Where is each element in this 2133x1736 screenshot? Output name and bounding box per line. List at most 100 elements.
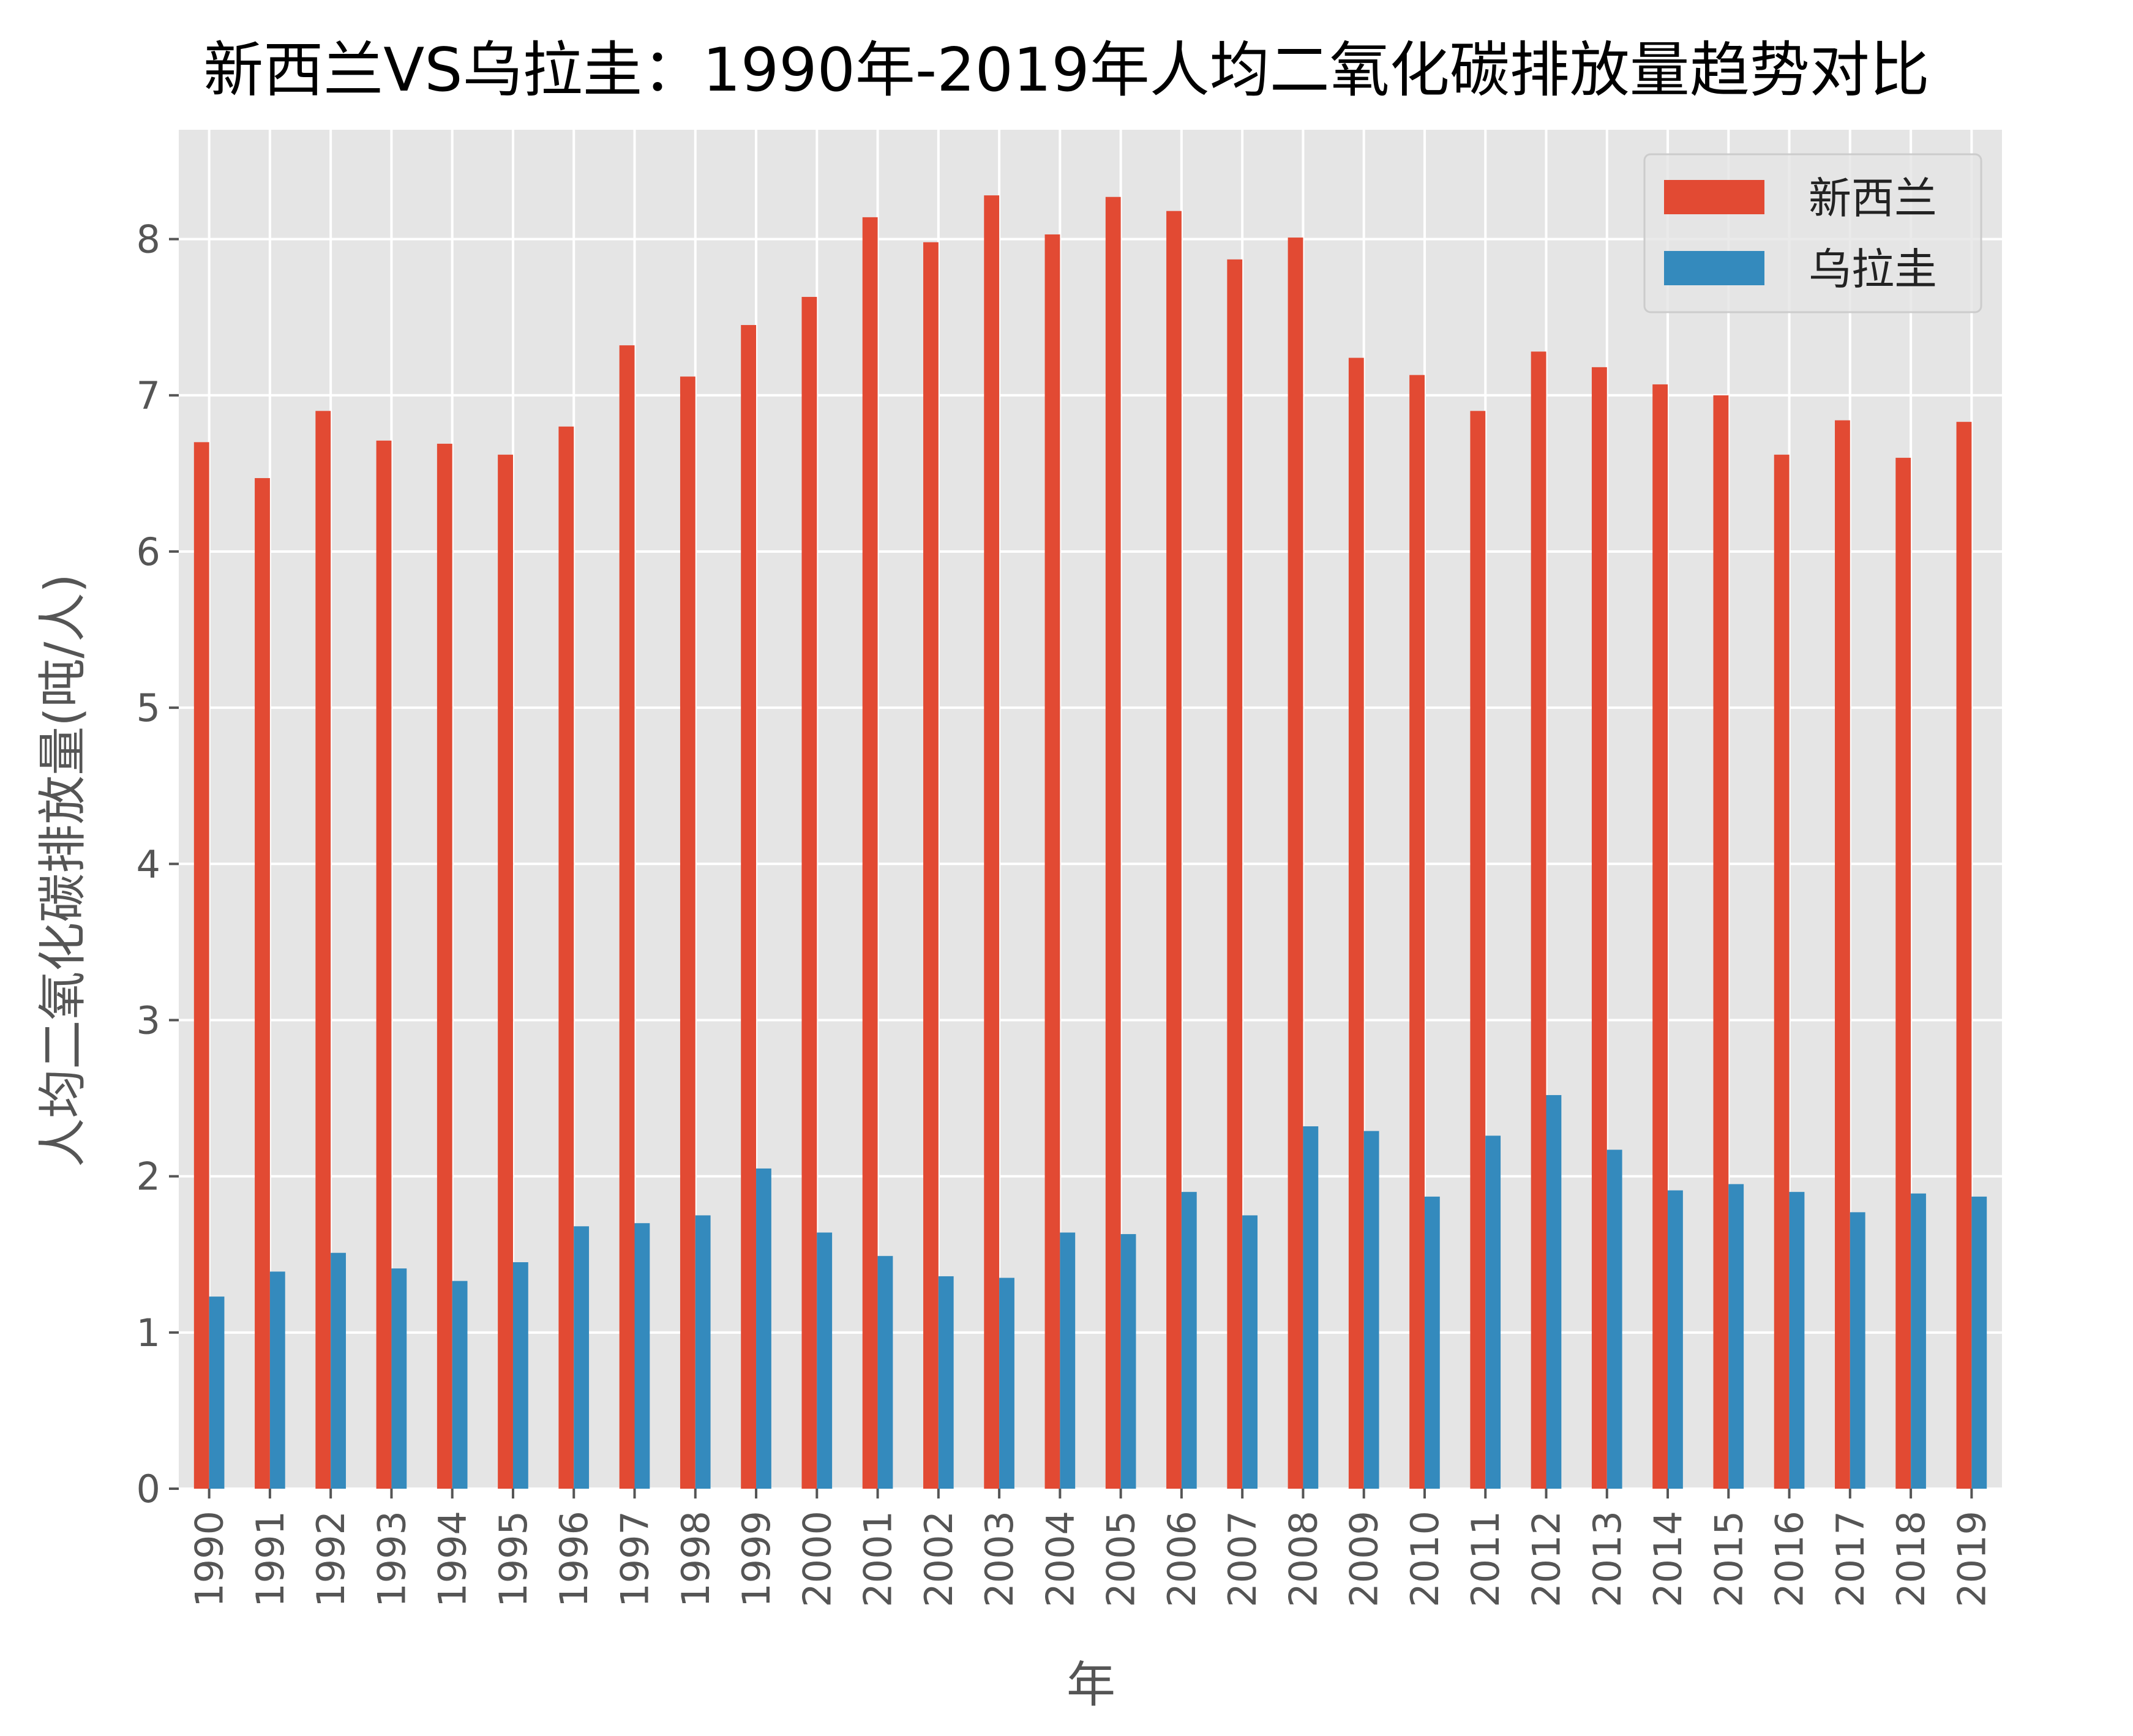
bar-uy-1998 [695,1215,711,1489]
y-tick-label: 3 [137,998,160,1042]
bar-uy-2005 [1120,1234,1136,1489]
bar-nz-2017 [1835,420,1850,1489]
bar-uy-1994 [452,1281,468,1489]
bar-nz-2016 [1774,454,1790,1489]
bar-uy-2016 [1789,1192,1805,1489]
bar-uy-2003 [999,1278,1014,1489]
bar-uy-2019 [1971,1196,1987,1489]
bar-nz-2011 [1470,411,1486,1489]
x-tick-label: 2019 [1949,1511,1994,1607]
bar-nz-2009 [1348,357,1364,1489]
bar-uy-2004 [1060,1232,1076,1489]
bar-uy-1993 [391,1268,407,1489]
bar-nz-2002 [923,242,939,1489]
bar-uy-1995 [512,1262,528,1489]
legend-label-uy: 乌拉圭 [1809,244,1937,294]
bar-nz-1994 [437,443,452,1489]
legend-label-nz: 新西兰 [1809,173,1937,223]
x-tick-label: 2000 [795,1511,839,1607]
x-tick-label: 2007 [1220,1511,1265,1607]
bar-uy-1990 [209,1296,225,1489]
bar-uy-1991 [269,1271,285,1489]
x-tick-label: 2016 [1768,1511,1812,1607]
y-tick-label: 2 [137,1154,160,1199]
x-tick-label: 2012 [1524,1511,1569,1607]
bar-uy-2006 [1181,1192,1197,1489]
bar-nz-2006 [1166,211,1182,1489]
y-tick-label: 4 [137,842,160,886]
y-tick-label: 5 [137,686,160,730]
bar-uy-2017 [1850,1212,1865,1489]
x-tick-label: 2017 [1828,1511,1873,1607]
x-tick-label: 1994 [430,1511,475,1607]
bar-uy-2018 [1911,1193,1926,1489]
x-tick-label: 2015 [1706,1511,1751,1607]
bar-nz-1996 [558,426,574,1489]
bar-nz-2014 [1652,384,1668,1489]
x-tick-label: 2001 [856,1511,901,1607]
x-tick-label: 2002 [917,1511,961,1607]
x-tick-label: 2008 [1281,1511,1325,1607]
x-tick-label: 1991 [248,1511,293,1607]
x-tick-label: 2014 [1646,1511,1690,1607]
y-axis-label: 人均二氧化碳排放量(吨/人) [34,574,91,1167]
bar-uy-2000 [817,1232,833,1489]
x-axis-label: 年 [1066,1656,1115,1713]
bar-nz-2019 [1956,422,1972,1489]
bar-uy-2009 [1363,1131,1379,1489]
legend-swatch-nz [1664,180,1764,214]
bar-nz-2007 [1227,259,1243,1489]
plot-background [179,130,2002,1489]
bar-uy-1992 [331,1252,346,1489]
bar-nz-1997 [619,345,635,1489]
bar-nz-1999 [741,324,757,1489]
bar-nz-2004 [1044,234,1060,1489]
bar-uy-1996 [574,1226,590,1489]
bar-nz-2000 [801,297,817,1489]
x-tick-label: 1997 [613,1511,658,1607]
y-tick-label: 8 [137,217,160,262]
bar-uy-2010 [1424,1196,1440,1489]
bar-uy-2008 [1303,1126,1319,1489]
bar-nz-1990 [193,442,209,1489]
y-tick-label: 6 [137,529,160,574]
bar-uy-2011 [1485,1136,1501,1489]
bar-nz-2018 [1895,457,1911,1489]
bar-nz-1991 [255,478,270,1489]
bar-nz-1992 [315,411,331,1489]
bar-nz-2013 [1591,367,1607,1489]
bar-nz-2003 [984,195,1000,1489]
x-tick-label: 1993 [369,1511,414,1607]
bar-nz-2001 [862,217,878,1489]
y-tick-label: 0 [137,1467,160,1511]
bar-nz-2008 [1288,238,1303,1489]
x-tick-label: 2011 [1463,1511,1508,1607]
bar-nz-1998 [680,376,695,1489]
chart-title: 新西兰VS乌拉圭：1990年-2019年人均二氧化碳排放量趋势对比 [203,36,1929,105]
x-tick-label: 2013 [1585,1511,1630,1607]
y-tick-label: 1 [137,1311,160,1355]
x-tick-label: 2005 [1099,1511,1144,1607]
plot-area: 0 1 2 3 4 5 6 7 8 1990 1991 1992 1993 1994 1995 1996 199… [137,130,2002,1607]
bar-nz-2015 [1713,395,1729,1489]
x-tick-label: 1996 [552,1511,596,1607]
bar-uy-1997 [634,1223,650,1489]
y-tick-label: 7 [137,373,160,418]
x-tick-label: 2004 [1038,1511,1082,1607]
x-tick-label: 2010 [1403,1511,1447,1607]
x-tick-label: 1995 [491,1511,536,1607]
bar-uy-2013 [1606,1150,1622,1489]
bar-nz-2010 [1409,375,1425,1489]
bar-nz-2005 [1105,196,1121,1489]
x-tick-label: 1998 [673,1511,718,1607]
bar-uy-2014 [1668,1190,1683,1489]
bar-uy-2007 [1242,1215,1258,1489]
x-tick-label: 2018 [1889,1511,1933,1607]
bar-nz-1993 [376,440,392,1489]
x-tick-label: 2003 [977,1511,1022,1607]
bar-uy-2015 [1728,1184,1744,1489]
bar-uy-1999 [756,1168,771,1489]
x-tick-label: 1999 [734,1511,779,1607]
